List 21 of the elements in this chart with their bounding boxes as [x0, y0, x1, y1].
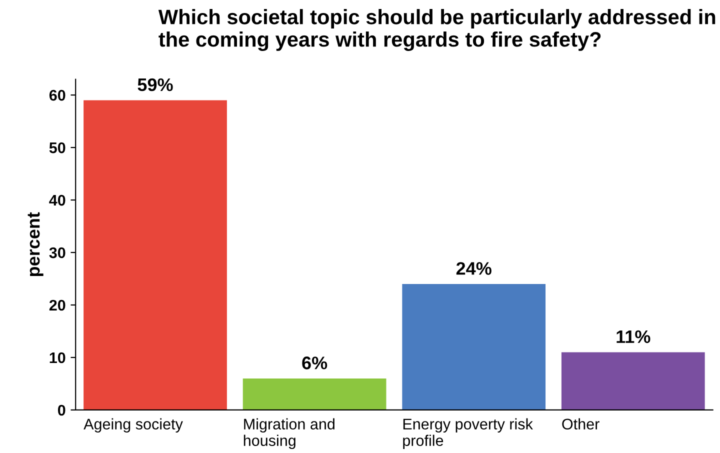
- y-tick-label: 30: [49, 247, 66, 258]
- bar: [561, 352, 705, 410]
- bar: [84, 100, 227, 410]
- x-tick-label: Ageing society: [84, 418, 183, 433]
- y-tick-label: 50: [49, 142, 66, 154]
- y-tick-label: 10: [50, 352, 66, 364]
- y-tick-label: 40: [49, 194, 66, 206]
- x-tick-label: Energy poverty risk profile: [403, 418, 533, 449]
- y-tick-label: 60: [49, 90, 66, 101]
- chart-title: Which societal topic should be particularly addressed in the coming years with regards to fire safety?: [158, 9, 716, 52]
- bar: [402, 284, 546, 410]
- data-label: 11%: [616, 330, 650, 344]
- y-axis-title: percent: [28, 212, 44, 276]
- bar: [242, 378, 386, 410]
- y-tick-label: 20: [49, 300, 66, 311]
- y-tick-label: 0: [58, 404, 66, 416]
- data-label: 59%: [138, 78, 173, 92]
- data-label: 6%: [302, 356, 328, 370]
- data-label: 24%: [456, 262, 492, 275]
- x-tick-label: Migration and housing: [244, 418, 334, 449]
- x-tick-label: Other: [562, 418, 600, 430]
